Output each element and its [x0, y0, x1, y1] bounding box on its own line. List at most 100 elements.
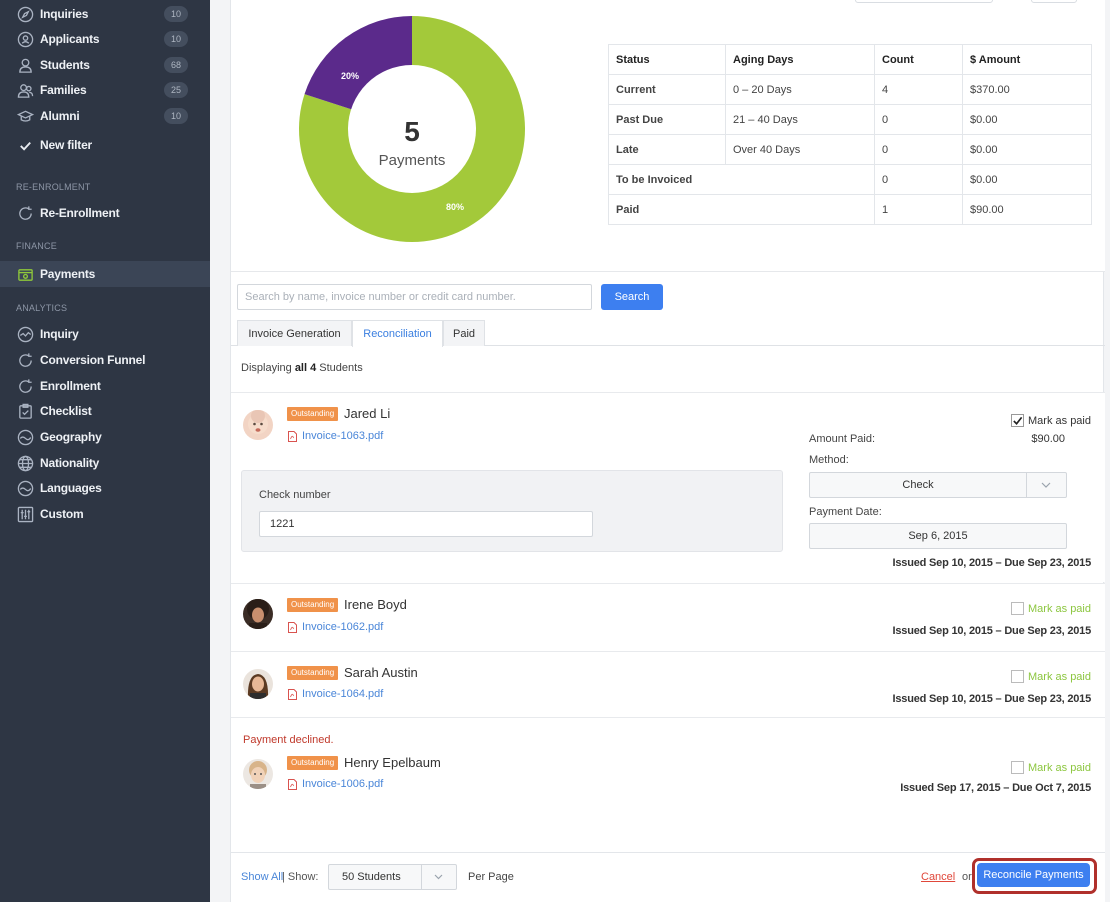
- mark-as-paid-toggle[interactable]: Mark as paid: [1011, 602, 1091, 615]
- sidebar-item-alumni[interactable]: Alumni 10: [0, 103, 210, 129]
- status-badge: Outstanding: [287, 666, 339, 680]
- top-control[interactable]: [855, 0, 993, 3]
- per-page-select[interactable]: 50 Students: [328, 864, 457, 890]
- avatar: [243, 759, 273, 789]
- count-badge: 25: [164, 82, 188, 98]
- tab-reconciliation[interactable]: Reconciliation: [352, 320, 443, 347]
- aging-days-cell: 0 – 20 Days: [725, 74, 875, 105]
- invoice-link[interactable]: Invoice-1006.pdf: [288, 778, 383, 790]
- tab-invoice-generation[interactable]: Invoice Generation: [237, 320, 352, 346]
- count-cell: 1: [874, 194, 963, 225]
- invoice-link[interactable]: Invoice-1063.pdf: [288, 430, 383, 442]
- sidebar-item-applicants[interactable]: Applicants 10: [0, 26, 210, 52]
- amount-paid-label: Amount Paid:: [809, 433, 876, 445]
- list-item: Outstanding Sarah Austin Invoice-1064.pd…: [231, 651, 1105, 717]
- refresh-icon: [16, 377, 34, 395]
- cancel-link[interactable]: Cancel: [921, 871, 956, 883]
- invoice-link[interactable]: Invoice-1064.pdf: [288, 688, 383, 700]
- column-header: Status: [608, 44, 726, 75]
- sidebar-item-custom[interactable]: Custom: [0, 501, 210, 527]
- amount-cell: $0.00: [962, 104, 1092, 135]
- payments-donut-chart: 20% 80% 5 Payments: [299, 6, 525, 252]
- checkbox[interactable]: [1011, 761, 1025, 774]
- count-cell: 4: [874, 74, 963, 105]
- column-header: Count: [874, 44, 963, 75]
- sidebar-item-languages[interactable]: Languages: [0, 475, 210, 501]
- sidebar-item-inquiries[interactable]: Inquiries 10: [0, 1, 210, 27]
- mark-as-paid-toggle[interactable]: Mark as paid: [1011, 414, 1091, 427]
- table-row: To be Invoiced 0 $0.00: [608, 164, 1092, 195]
- displaying-count: Displaying all 4 Students: [241, 362, 363, 374]
- section-title-finance: FINANCE: [16, 241, 57, 251]
- table-row: Current 0 – 20 Days 4 $370.00: [608, 74, 1092, 105]
- invoice-filename: Invoice-1064.pdf: [302, 688, 384, 700]
- table-header-row: Status Aging Days Count $ Amount: [608, 44, 1092, 75]
- sidebar-item-label: Alumni: [40, 109, 80, 123]
- inquiry-chart-icon: [16, 325, 34, 343]
- globe-icon: [16, 454, 34, 472]
- status-cell: Late: [608, 134, 726, 165]
- sidebar-item-checklist[interactable]: Checklist: [0, 398, 210, 424]
- sidebar-item-label: Students: [40, 58, 90, 72]
- mark-as-paid-toggle[interactable]: Mark as paid: [1011, 670, 1091, 683]
- sidebar-item-conversion-funnel[interactable]: Conversion Funnel: [0, 347, 210, 373]
- checkbox[interactable]: [1011, 414, 1025, 427]
- avatar: [243, 669, 273, 699]
- sidebar-item-nationality[interactable]: Nationality: [0, 450, 210, 476]
- sidebar-item-label: Languages: [40, 481, 102, 495]
- method-select[interactable]: Check: [809, 472, 1067, 498]
- sidebar-item-enrollment[interactable]: Enrollment: [0, 373, 210, 399]
- check-number-panel: Check number: [241, 470, 783, 552]
- student-name[interactable]: Jared Li: [344, 406, 391, 421]
- sidebar-item-label: Nationality: [40, 456, 100, 470]
- sidebar-item-label: Families: [40, 83, 87, 97]
- search-input[interactable]: [237, 284, 592, 310]
- invoice-filename: Invoice-1063.pdf: [302, 430, 384, 442]
- show-label: | Show:: [282, 871, 319, 883]
- student-name[interactable]: Irene Boyd: [344, 597, 407, 612]
- sidebar-item-re-enrollment[interactable]: Re-Enrollment: [0, 200, 210, 226]
- main-panel: 20% 80% 5 Payments Status Aging Days Cou…: [230, 0, 1105, 902]
- top-control[interactable]: [1031, 0, 1077, 3]
- chevron-down-icon: [1041, 482, 1051, 488]
- status-badge: Outstanding: [287, 407, 339, 421]
- search-button[interactable]: Search: [601, 284, 663, 310]
- sidebar-item-label: New filter: [40, 138, 93, 152]
- sidebar-item-label: Payments: [40, 267, 96, 281]
- section-title-reenrolment: RE-ENROLMENT: [16, 182, 91, 192]
- student-name[interactable]: Sarah Austin: [344, 665, 418, 680]
- payments-count: 5: [404, 116, 420, 147]
- sidebar-item-inquiry[interactable]: Inquiry: [0, 321, 210, 347]
- student-name[interactable]: Henry Epelbaum: [344, 755, 441, 770]
- mark-as-paid-label: Mark as paid: [1028, 670, 1091, 683]
- status-cell: Past Due: [608, 104, 726, 135]
- tab-paid[interactable]: Paid: [443, 320, 485, 346]
- displaying-prefix: Displaying: [241, 362, 292, 374]
- slice-label-80: 80%: [446, 202, 465, 212]
- sidebar-item-families[interactable]: Families 25: [0, 77, 210, 103]
- sidebar-item-new-filter[interactable]: New filter: [0, 132, 210, 158]
- payment-date-label: Payment Date:: [809, 506, 882, 518]
- mark-as-paid-toggle[interactable]: Mark as paid: [1011, 761, 1091, 774]
- mark-as-paid-label: Mark as paid: [1028, 761, 1091, 774]
- check-number-label: Check number: [259, 489, 331, 501]
- reconcile-payments-button[interactable]: Reconcile Payments: [977, 863, 1090, 887]
- count-badge: 10: [164, 6, 188, 22]
- sidebar-item-geography[interactable]: Geography: [0, 424, 210, 450]
- payment-date-field[interactable]: [809, 523, 1067, 549]
- check-number-field[interactable]: [259, 511, 593, 537]
- sliders-icon: [16, 505, 34, 523]
- payments-summary: 20% 80% 5 Payments Status Aging Days Cou…: [231, 0, 1105, 272]
- checkbox[interactable]: [1011, 670, 1025, 683]
- sidebar-item-students[interactable]: Students 68: [0, 52, 210, 78]
- amount-cell: $0.00: [962, 164, 1092, 195]
- method-label: Method:: [809, 454, 849, 466]
- invoice-link[interactable]: Invoice-1062.pdf: [288, 621, 383, 633]
- issued-due-dates: Issued Sep 10, 2015 – Due Sep 23, 2015: [892, 557, 1092, 569]
- checkbox[interactable]: [1011, 602, 1025, 615]
- sidebar: Inquiries 10 Applicants 10 Students 68 F…: [0, 0, 210, 902]
- sidebar-item-payments[interactable]: Payments: [0, 261, 210, 287]
- show-all-link[interactable]: Show All: [241, 871, 284, 883]
- column-header: $ Amount: [962, 44, 1092, 75]
- section-title-analytics: ANALYTICS: [16, 303, 68, 313]
